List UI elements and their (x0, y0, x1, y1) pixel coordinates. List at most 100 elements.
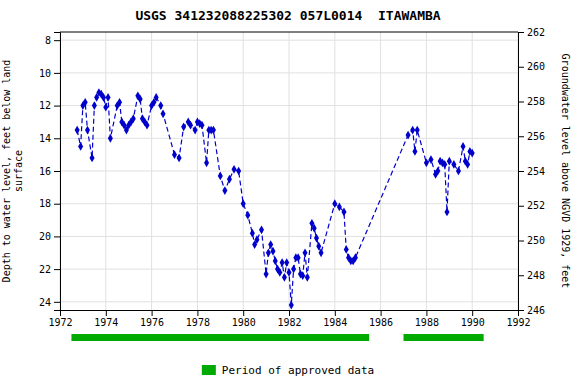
tick: 18 (39, 198, 60, 209)
marker (222, 186, 227, 195)
tick: 1988 (415, 310, 439, 328)
marker (264, 270, 269, 279)
legend-label: Period of approved data (222, 364, 374, 377)
marker (461, 142, 466, 151)
tick-label: 262 (527, 27, 545, 38)
tick-label: 252 (527, 200, 545, 211)
tick: 16 (39, 166, 60, 177)
grid-line (60, 301, 518, 302)
tick-mark (518, 102, 524, 103)
marker (428, 155, 433, 164)
tick: 254 (518, 166, 545, 177)
tick-mark (426, 310, 427, 316)
tick: 1972 (48, 310, 72, 328)
tick-mark (518, 206, 524, 207)
marker (444, 208, 449, 217)
grid (60, 32, 518, 310)
marker (138, 95, 143, 104)
grid-line (60, 72, 518, 73)
marker (145, 121, 150, 130)
tick-mark (381, 310, 382, 316)
series-line (77, 93, 472, 306)
marker (456, 167, 461, 176)
marker (451, 160, 456, 169)
marker (344, 245, 349, 254)
tick-mark (106, 310, 107, 316)
marker (291, 265, 296, 274)
tick-mark (518, 136, 524, 137)
tick-label: 20 (39, 231, 51, 242)
marker (286, 268, 291, 277)
tick: 22 (39, 264, 60, 275)
tick-mark (54, 138, 60, 139)
tick-mark (518, 171, 524, 172)
tick-label: 1982 (277, 317, 301, 328)
tick: 20 (39, 231, 60, 242)
marker (296, 253, 301, 262)
tick: 1984 (323, 310, 347, 328)
period-bands (71, 334, 483, 341)
marker (259, 226, 264, 235)
tick-label: 1986 (369, 317, 393, 328)
marker (232, 165, 237, 174)
title: USGS 341232088225302 057L0014 ITAWAMBA (135, 8, 440, 23)
grid-line (60, 203, 518, 204)
marker (158, 101, 163, 110)
marker (353, 253, 358, 262)
marker (172, 150, 177, 159)
tick: 1986 (369, 310, 393, 328)
tick-mark (54, 302, 60, 303)
marker (103, 103, 108, 112)
marker (193, 126, 198, 135)
marker (227, 175, 232, 184)
tick-label: 254 (527, 166, 545, 177)
frame-line (60, 32, 518, 33)
tick-mark (518, 310, 524, 311)
x-axis: 1972197419761978198019821984198619881990… (48, 310, 530, 328)
marker (108, 134, 113, 143)
tick: 24 (39, 297, 60, 308)
tick-mark (54, 204, 60, 205)
tick-label: 1984 (323, 317, 347, 328)
marker (199, 121, 204, 130)
marker (268, 240, 273, 249)
tick-mark (197, 310, 198, 316)
tick-label: 1974 (94, 317, 118, 328)
tick: 1974 (94, 310, 118, 328)
marker (337, 203, 342, 212)
data-area (75, 88, 475, 309)
tick-label: 16 (39, 166, 51, 177)
tick: 14 (39, 133, 60, 144)
tick-label: 8 (45, 35, 51, 46)
tick-mark (243, 310, 244, 316)
axis-line (519, 33, 525, 311)
marker (465, 160, 470, 169)
tick-label: 256 (527, 131, 545, 142)
marker (280, 258, 285, 267)
marker (312, 224, 317, 233)
y-axis-label: Depth to water level, feet below landsur… (1, 60, 24, 283)
marker (412, 147, 417, 156)
marker (78, 142, 83, 151)
marker (447, 157, 452, 166)
tick-label: 1978 (186, 317, 210, 328)
tick-label: 248 (527, 270, 545, 281)
tick-label: 1990 (461, 317, 485, 328)
tick-label: 260 (527, 61, 545, 72)
tick: 250 (518, 235, 545, 246)
marker (270, 247, 275, 256)
tick: 1982 (277, 310, 301, 328)
marker (211, 126, 216, 135)
tick: 248 (518, 270, 545, 281)
tick-mark (54, 40, 60, 41)
tick-mark (54, 236, 60, 237)
marker (319, 248, 324, 257)
marker (273, 257, 278, 266)
marker (236, 167, 241, 176)
marker (314, 234, 319, 243)
grid-line (60, 236, 518, 237)
tick-mark (289, 310, 290, 316)
tick-label: 258 (527, 96, 545, 107)
chart: 1972197419761978198019821984198619881990… (0, 0, 576, 384)
marker (92, 101, 97, 110)
